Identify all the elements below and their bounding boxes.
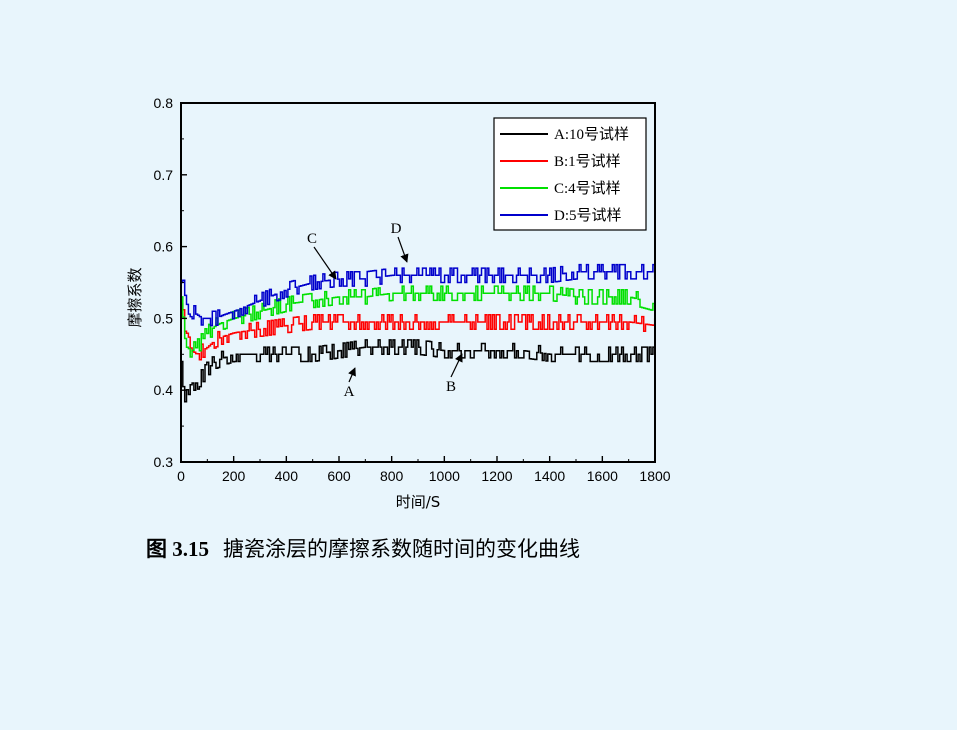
legend-entry: D:5号试样	[554, 207, 622, 224]
annotation-label: D	[391, 221, 402, 237]
series-line	[181, 303, 656, 361]
x-axis-label: 时间/S	[396, 493, 441, 511]
figure-caption: 图 3.15 搪瓷涂层的摩擦系数随时间的变化曲线	[146, 533, 580, 563]
legend: A:10号试样 B:1号试样 C:4号试样 D:5号试样	[493, 117, 647, 231]
x-tick-label: 1800	[639, 468, 670, 484]
legend-box	[493, 117, 647, 231]
y-tick-label: 0.5	[154, 310, 174, 326]
axes: 0 200 400 600 800 1000 1200 1400 1600 1800 0.3 0.4 0…	[154, 95, 671, 484]
annotation-label: B	[446, 379, 456, 395]
annotation-arrow	[348, 367, 356, 383]
figure-number: 图 3.15	[146, 537, 209, 561]
figure-caption-text: 搪瓷涂层的摩擦系数随时间的变化曲线	[223, 537, 580, 561]
x-tick-label: 600	[327, 468, 351, 484]
y-tick-label: 0.6	[154, 239, 174, 255]
annotations: A B C D	[307, 221, 463, 400]
annotation-arrow	[450, 353, 463, 378]
series-line	[181, 263, 656, 327]
series-line	[181, 339, 656, 403]
annotation-label: A	[344, 384, 355, 400]
x-tick-label: 800	[380, 468, 404, 484]
plot-content	[181, 263, 656, 403]
legend-entry: C:4号试样	[554, 180, 621, 197]
annotation-arrow	[397, 236, 409, 263]
y-tick-label: 0.3	[154, 454, 174, 470]
x-tick-label: 1400	[534, 468, 565, 484]
x-tick-label: 1000	[429, 468, 460, 484]
y-tick-label: 0.4	[154, 382, 174, 398]
x-tick-label: 1200	[481, 468, 512, 484]
x-tick-label: 0	[177, 468, 185, 484]
legend-entry: B:1号试样	[554, 153, 621, 170]
x-tick-label: 200	[222, 468, 246, 484]
y-tick-label: 0.8	[154, 95, 174, 111]
series-line	[181, 285, 656, 358]
annotation-label: C	[307, 231, 317, 247]
x-tick-label: 400	[275, 468, 299, 484]
y-axis-label: 摩擦系数	[126, 267, 144, 327]
annotation-arrow	[313, 246, 337, 280]
legend-entry: A:10号试样	[554, 126, 629, 143]
x-tick-label: 1600	[587, 468, 618, 484]
y-tick-label: 0.7	[154, 167, 174, 183]
